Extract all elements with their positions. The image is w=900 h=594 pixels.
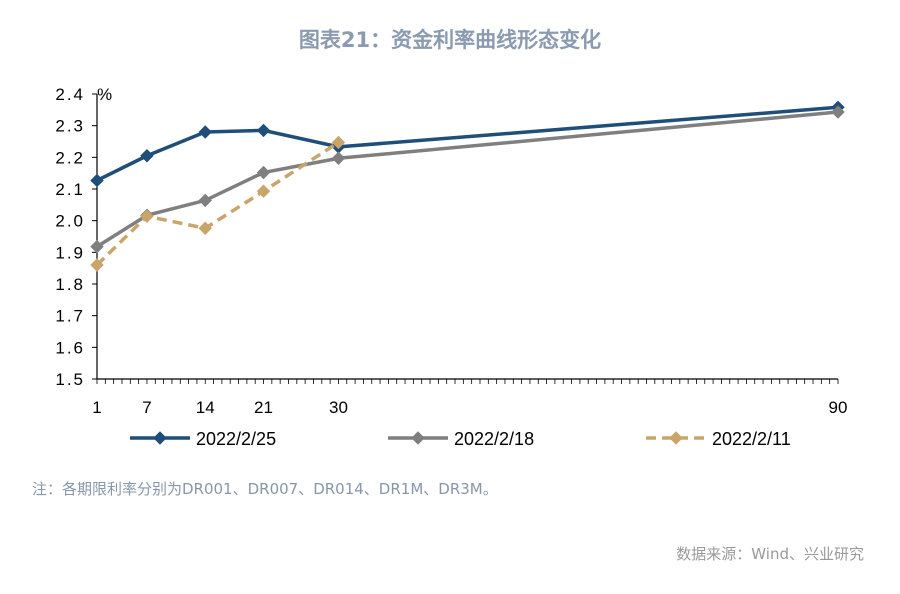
y-tick-label: 2.4 [55, 85, 85, 104]
x-tick-label: 7 [142, 398, 151, 417]
data-point [256, 184, 271, 198]
y-tick-label: 2.2 [55, 148, 85, 167]
line-chart: 1.5 1.6 1.7 1.8 1.9 2.0 2.1 2.2 2.3 2.4 % 1 7 14 21 30 9… [55, 85, 848, 449]
x-tick-label: 1 [92, 398, 101, 417]
legend-marker [669, 431, 683, 445]
legend-label: 2022/2/25 [196, 429, 276, 449]
data-point [198, 193, 212, 208]
y-tick-label: 1.8 [55, 275, 85, 294]
data-point [140, 149, 154, 163]
data-point [256, 165, 271, 180]
data-source: 数据来源：Wind、兴业研究 [676, 545, 864, 563]
series-line-1 [96, 110, 839, 249]
data-point [331, 135, 346, 150]
data-point [140, 209, 154, 223]
x-tick-label: 90 [829, 398, 848, 417]
x-tick-label: 14 [196, 398, 215, 417]
chart-note: 注：各期限利率分别为DR001、DR007、DR014、DR1M、DR3M。 [32, 480, 498, 498]
y-tick-label: 1.9 [55, 243, 85, 262]
y-tick-label: 2.1 [55, 180, 85, 199]
series-line-0 [96, 105, 839, 183]
data-point [198, 125, 212, 139]
data-point [198, 221, 212, 235]
y-tick-label: 2.0 [55, 212, 85, 231]
data-point [256, 123, 271, 138]
legend-label: 2022/2/18 [454, 429, 534, 449]
y-tick-label: 1.6 [55, 338, 85, 357]
x-tick-label: 21 [254, 398, 273, 417]
y-tick-label: 1.7 [55, 307, 85, 326]
y-tick-label: 2.3 [55, 117, 85, 136]
y-axis-unit: % [97, 85, 112, 104]
data-point [90, 239, 104, 254]
legend-marker [411, 431, 425, 445]
data-point [831, 105, 845, 119]
data-point [331, 151, 346, 165]
data-point [90, 173, 104, 188]
legend-label: 2022/2/11 [712, 429, 791, 449]
y-tick-label: 1.5 [55, 370, 85, 389]
data-point [90, 258, 104, 272]
x-tick-label: 30 [329, 398, 348, 417]
chart-title: 图表21：资金利率曲线形态变化 [298, 28, 602, 52]
legend-marker [153, 431, 167, 445]
